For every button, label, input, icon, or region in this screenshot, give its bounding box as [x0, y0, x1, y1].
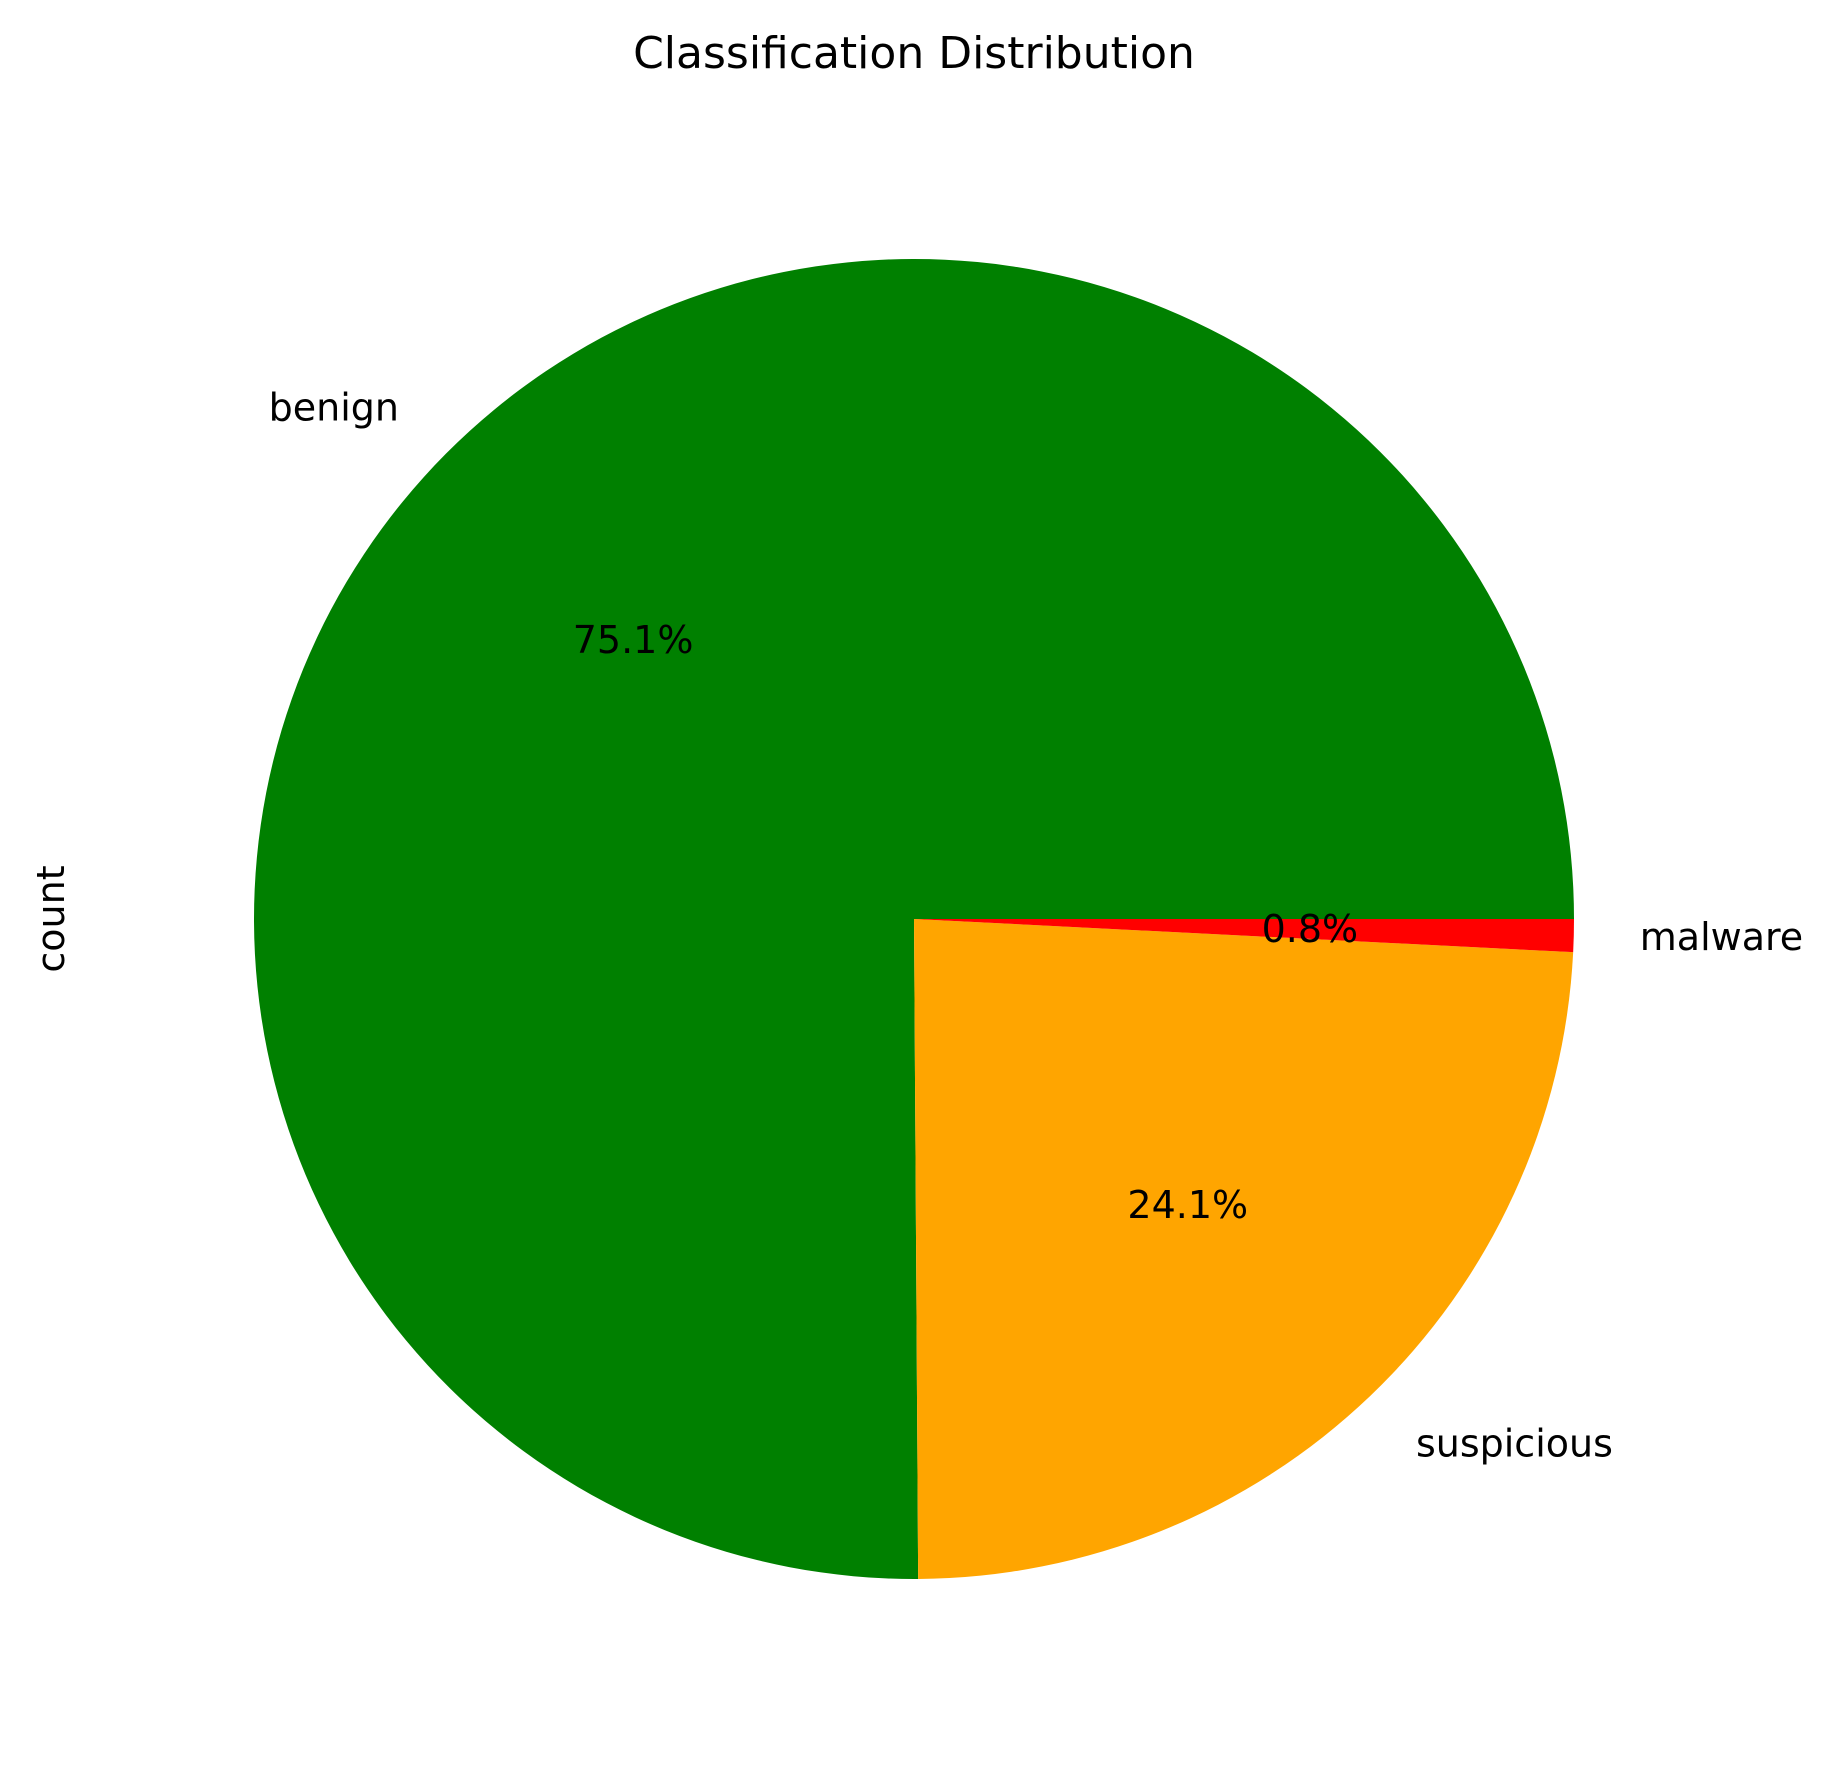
percent-label-suspicious: 24.1% — [1127, 1183, 1248, 1227]
percent-label-malware: 0.8% — [1262, 907, 1359, 951]
y-axis-label: count — [29, 865, 73, 972]
pie-slice-benign — [253, 258, 1575, 1579]
slice-label-malware: malware — [1640, 915, 1803, 959]
pie-slice-malware — [914, 919, 1574, 953]
pie-slices — [253, 258, 1575, 1579]
slice-label-suspicious: suspicious — [1416, 1422, 1613, 1466]
pie-labels: benign 75.1% suspicious 24.1% malware 0.8% — [269, 385, 1804, 1465]
pie-slice-suspicious — [914, 919, 1574, 1579]
chart-title: Classification Distribution — [633, 28, 1195, 79]
percent-label-benign: 75.1% — [573, 618, 694, 662]
slice-label-benign: benign — [269, 385, 399, 429]
